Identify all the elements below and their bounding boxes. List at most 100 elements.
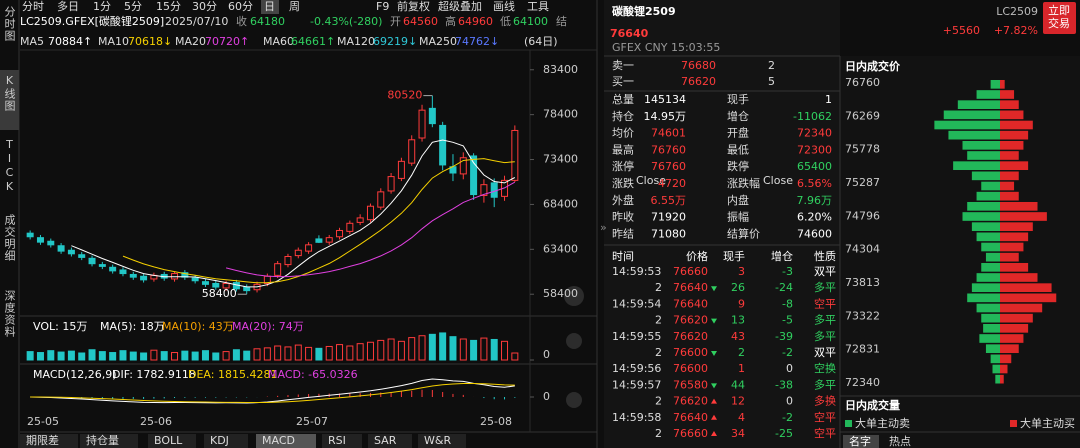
side-tab[interactable]: 分时图 <box>3 6 16 42</box>
candle-body <box>274 263 282 276</box>
tick-time: 14:59:57 <box>612 378 661 391</box>
tool-button[interactable]: F9 <box>376 0 389 13</box>
indicator-tab[interactable]: SAR <box>374 434 397 447</box>
candle-body <box>325 237 333 243</box>
ma-value: 64661↑ <box>291 35 335 48</box>
candle-body <box>470 155 478 196</box>
side-tab[interactable]: 深度资料 <box>3 290 16 338</box>
profile-sell-bar <box>971 283 1000 292</box>
ma-line <box>225 181 516 278</box>
period-tab[interactable]: 15分 <box>156 0 181 13</box>
profile-sell-bar <box>976 273 1000 282</box>
stat-value: -11062 <box>793 110 832 123</box>
tab[interactable] <box>418 434 466 448</box>
zoom-button[interactable] <box>566 392 582 408</box>
tick-oi-change: -25 <box>775 427 793 440</box>
list-tab[interactable]: 热点 <box>889 435 911 448</box>
y-tick-label: 63400 <box>543 242 578 255</box>
side-tab[interactable]: TICK <box>3 138 16 194</box>
column-header: 时间 <box>612 250 634 263</box>
tool-button[interactable]: 画线 <box>493 0 515 13</box>
y-tick-label: 68400 <box>543 197 578 210</box>
legend-swatch <box>845 420 852 427</box>
ma-value: 74762↓ <box>455 35 499 48</box>
label: -0.43%(-280) <box>310 15 382 28</box>
period-tab[interactable]: 60分 <box>228 0 253 13</box>
price-level: 75778 <box>845 143 880 156</box>
profile-buy-bar <box>1000 252 1019 262</box>
period-tab[interactable]: 1分 <box>93 0 111 13</box>
candle-body <box>356 217 364 223</box>
stat-value: 76760 <box>651 143 686 156</box>
volume-bar <box>459 338 467 361</box>
legend-label: 大单主动卖 <box>855 416 910 430</box>
stat-value: 65400 <box>797 160 832 173</box>
indicator-tab[interactable]: 持仓量 <box>86 433 119 447</box>
label: 碳酸锂2509 <box>612 4 676 18</box>
zoom-button[interactable] <box>564 286 584 306</box>
tab[interactable] <box>256 434 316 448</box>
period-tab[interactable]: 多日 <box>57 0 79 13</box>
period-tab[interactable]: 30分 <box>192 0 217 13</box>
profile-buy-bar <box>1000 293 1057 303</box>
tick-volume: 34 <box>731 427 745 440</box>
ma-period[interactable]: (64日) <box>524 35 558 48</box>
indicator-tab[interactable]: 期限差 <box>26 433 59 447</box>
ma-name: MA5 <box>20 35 44 48</box>
stat-label: 均价 <box>612 127 634 140</box>
list-tab[interactable]: 名字 <box>849 434 871 448</box>
candle-body <box>109 266 117 272</box>
tab[interactable] <box>148 434 196 448</box>
profile-buy-bar <box>1000 263 1029 272</box>
tab[interactable] <box>843 435 879 448</box>
candle-body <box>428 107 436 125</box>
tick-time: 2 <box>655 281 662 294</box>
tick-oi-change: -5 <box>782 314 793 327</box>
period-tab[interactable]: 分时 <box>22 0 44 13</box>
indicator-tab[interactable]: W&R <box>424 434 451 447</box>
indicator-tab[interactable]: KDJ <box>210 434 229 447</box>
tab[interactable] <box>322 434 362 448</box>
period-tab[interactable]: 5分 <box>124 0 142 13</box>
stat-value: 71920 <box>651 211 686 224</box>
profile-sell-bar <box>971 171 1000 181</box>
label: 5 <box>768 75 775 88</box>
volume-bar <box>243 350 251 361</box>
candle-body <box>294 249 302 257</box>
tab[interactable] <box>204 434 248 448</box>
period-tab[interactable]: 日 <box>264 0 275 13</box>
trade-button-label[interactable]: 立即交易 <box>1048 3 1070 30</box>
tick-price: 76620 <box>673 395 708 408</box>
volume-bar <box>191 351 199 361</box>
volume-bar <box>470 339 478 361</box>
tool-button[interactable]: 超级叠加 <box>438 0 482 13</box>
tab[interactable] <box>80 434 138 448</box>
profile-buy-bar <box>1000 130 1029 140</box>
trade-button[interactable] <box>1043 2 1076 34</box>
indicator-tab[interactable]: MACD <box>262 434 295 447</box>
tab[interactable] <box>368 434 412 448</box>
collapse-icon[interactable]: » <box>600 221 607 234</box>
indicator-tab[interactable]: RSI <box>328 434 346 447</box>
indicator-tab[interactable]: BOLL <box>154 434 183 447</box>
profile-sell-bar <box>976 191 1000 201</box>
volume-bar <box>501 340 509 361</box>
candle-body <box>47 240 55 246</box>
zoom-button[interactable] <box>566 333 582 349</box>
candle-body <box>305 244 313 252</box>
side-tab[interactable]: K线图 <box>3 74 16 112</box>
volume-bar <box>232 349 240 361</box>
tick-time: 14:59:58 <box>612 411 661 424</box>
volume-bar <box>36 352 44 361</box>
profile-buy-bar <box>1000 100 1019 109</box>
tool-button[interactable]: 工具 <box>527 0 549 13</box>
volume-bar <box>449 336 457 361</box>
tick-oi-change: 0 <box>786 362 793 375</box>
tool-button[interactable]: 前复权 <box>397 0 430 13</box>
volume-bar <box>305 346 313 361</box>
tab[interactable] <box>20 434 78 448</box>
tick-price: 76640 <box>673 411 708 424</box>
period-tab[interactable]: 周 <box>289 0 300 13</box>
side-tab[interactable]: 成交明细 <box>3 214 16 262</box>
candle-body <box>191 277 199 282</box>
